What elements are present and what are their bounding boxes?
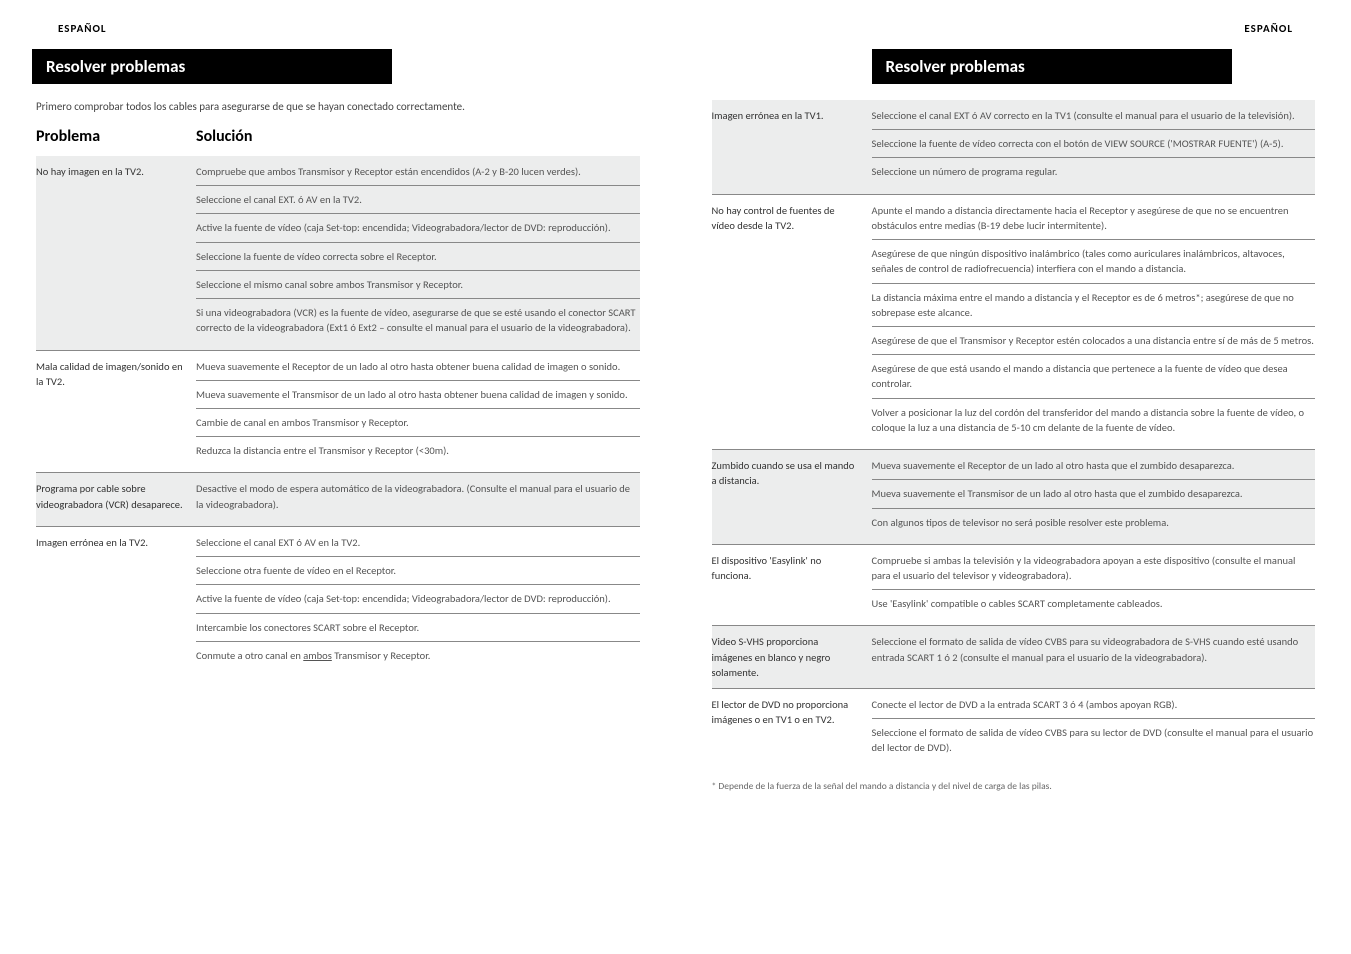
column-headers: Problema Solución xyxy=(36,127,640,146)
solution-item: Seleccione la fuente de vídeo correcta c… xyxy=(872,130,1316,158)
solution-item: Active la fuente de vídeo (caja Set-top:… xyxy=(196,214,640,242)
solution-cell: Compruebe que ambos Transmisor y Recepto… xyxy=(196,156,640,350)
solution-item: Apunte el mando a distancia directamente… xyxy=(872,203,1316,240)
solution-item: Seleccione el formato de salida de vídeo… xyxy=(872,634,1316,670)
solution-item: Mueva suavemente el Receptor de un lado … xyxy=(872,458,1316,480)
solution-cell: Seleccione el formato de salida de vídeo… xyxy=(872,626,1316,689)
solution-item: Seleccione el canal EXT ó AV correcto en… xyxy=(872,108,1316,130)
solution-item: Seleccione el mismo canal sobre ambos Tr… xyxy=(196,271,640,299)
intro-text: Primero comprobar todos los cables para … xyxy=(36,100,640,113)
solution-item: La distancia máxima entre el mando a dis… xyxy=(872,284,1316,327)
solution-item: Compruebe si ambas la televisión y la vi… xyxy=(872,553,1316,590)
solution-item: Con algunos tipos de televisor no será p… xyxy=(872,509,1316,536)
solution-item: Mueva suavemente el Transmisor de un lad… xyxy=(872,480,1316,508)
table-row: Imagen errónea en la TV2.Seleccione el c… xyxy=(36,526,640,677)
solution-item: Cambie de canal en ambos Transmisor y Re… xyxy=(196,409,640,437)
solution-cell: Mueva suavemente el Receptor de un lado … xyxy=(196,350,640,473)
title-bar-left: Resolver problemas xyxy=(32,49,392,84)
title-bar-right: Resolver problemas xyxy=(872,49,1232,84)
table-row: No hay imagen en la TV2.Compruebe que am… xyxy=(36,156,640,350)
solution-item: Compruebe que ambos Transmisor y Recepto… xyxy=(196,164,640,186)
problem-cell: Imagen errónea en la TV2. xyxy=(36,526,196,677)
left-page: ESPAÑOL Resolver problemas Primero compr… xyxy=(0,0,676,954)
solution-item: Conmute a otro canal en ambos Transmisor… xyxy=(196,642,640,669)
solution-cell: Seleccione el canal EXT ó AV correcto en… xyxy=(872,100,1316,194)
solution-item: Seleccione otra fuente de vídeo en el Re… xyxy=(196,557,640,585)
table-row: Programa por cable sobre videograbadora … xyxy=(36,473,640,526)
solution-item: Volver a posicionar la luz del cordón de… xyxy=(872,399,1316,441)
solution-item: Seleccione el formato de salida de vídeo… xyxy=(872,719,1316,761)
solution-item: Reduzca la distancia entre el Transmisor… xyxy=(196,437,640,464)
solution-item: Desactive el modo de espera automático d… xyxy=(196,481,640,517)
table-row: El lector de DVD no proporciona imágenes… xyxy=(712,689,1316,770)
problem-cell: Mala calidad de imagen/sonido en la TV2. xyxy=(36,350,196,473)
problem-cell: Programa por cable sobre videograbadora … xyxy=(36,473,196,526)
problem-cell: No hay imagen en la TV2. xyxy=(36,156,196,350)
solution-item: Seleccione un número de programa regular… xyxy=(872,158,1316,185)
problem-cell: El lector de DVD no proporciona imágenes… xyxy=(712,689,872,770)
solution-item: Asegúrese de que está usando el mando a … xyxy=(872,355,1316,398)
problem-cell: Imagen errónea en la TV1. xyxy=(712,100,872,194)
language-label-left: ESPAÑOL xyxy=(36,22,640,35)
solution-cell: Seleccione el canal EXT ó AV en la TV2.S… xyxy=(196,526,640,677)
solution-item: Si una videograbadora (VCR) es la fuente… xyxy=(196,299,640,341)
footnote: * Depende de la fuerza de la señal del m… xyxy=(712,780,1316,792)
table-row: El dispositivo 'Easylink' no funciona.Co… xyxy=(712,544,1316,626)
solution-item: Seleccione el canal EXT. ó AV en la TV2. xyxy=(196,186,640,214)
solution-item: Intercambie los conectores SCART sobre e… xyxy=(196,614,640,642)
right-page: ESPAÑOL Resolver problemas Imagen erróne… xyxy=(676,0,1351,954)
problem-cell: El dispositivo 'Easylink' no funciona. xyxy=(712,544,872,626)
problem-cell: Video S-VHS proporciona imágenes en blan… xyxy=(712,626,872,689)
solution-item: Mueva suavemente el Transmisor de un lad… xyxy=(196,381,640,409)
solution-item: Asegúrese de que el Transmisor y Recepto… xyxy=(872,327,1316,355)
table-row: Zumbido cuando se usa el mando a distanc… xyxy=(712,450,1316,545)
solution-cell: Desactive el modo de espera automático d… xyxy=(196,473,640,526)
solution-item: Conecte el lector de DVD a la entrada SC… xyxy=(872,697,1316,719)
troubleshoot-table-left: No hay imagen en la TV2.Compruebe que am… xyxy=(36,156,640,677)
table-row: Video S-VHS proporciona imágenes en blan… xyxy=(712,626,1316,689)
solution-cell: Conecte el lector de DVD a la entrada SC… xyxy=(872,689,1316,770)
solution-cell: Mueva suavemente el Receptor de un lado … xyxy=(872,450,1316,545)
solution-cell: Compruebe si ambas la televisión y la vi… xyxy=(872,544,1316,626)
header-problem: Problema xyxy=(36,127,196,146)
problem-cell: Zumbido cuando se usa el mando a distanc… xyxy=(712,450,872,545)
table-row: Mala calidad de imagen/sonido en la TV2.… xyxy=(36,350,640,473)
solution-item: Asegúrese de que ningún dispositivo inal… xyxy=(872,240,1316,283)
problem-cell: No hay control de fuentes de vídeo desde… xyxy=(712,194,872,449)
solution-item: Seleccione la fuente de vídeo correcta s… xyxy=(196,243,640,271)
solution-item: Seleccione el canal EXT ó AV en la TV2. xyxy=(196,535,640,557)
solution-item: Use 'Easylink' compatible o cables SCART… xyxy=(872,590,1316,617)
solution-item: Mueva suavemente el Receptor de un lado … xyxy=(196,359,640,381)
language-label-right: ESPAÑOL xyxy=(712,22,1316,35)
solution-item: Active la fuente de vídeo (caja Set-top:… xyxy=(196,585,640,613)
troubleshoot-table-right: Imagen errónea en la TV1.Seleccione el c… xyxy=(712,100,1316,770)
table-row: Imagen errónea en la TV1.Seleccione el c… xyxy=(712,100,1316,194)
table-row: No hay control de fuentes de vídeo desde… xyxy=(712,194,1316,449)
solution-cell: Apunte el mando a distancia directamente… xyxy=(872,194,1316,449)
header-solution: Solución xyxy=(196,127,640,146)
